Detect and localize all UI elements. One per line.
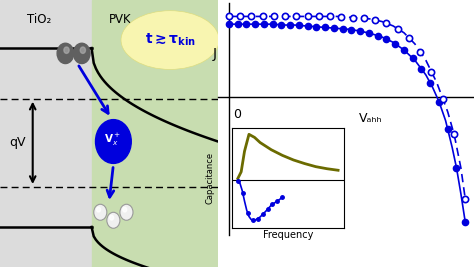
Text: qV: qV xyxy=(9,136,26,149)
Circle shape xyxy=(109,215,114,220)
Ellipse shape xyxy=(121,11,219,69)
Bar xyxy=(0,0,91,267)
Text: TiO₂: TiO₂ xyxy=(27,13,51,26)
Circle shape xyxy=(95,120,131,163)
X-axis label: Frequency: Frequency xyxy=(263,230,313,240)
Text: V$^+_x$: V$^+_x$ xyxy=(104,132,121,148)
Text: Vₐₕₕ: Vₐₕₕ xyxy=(359,112,383,125)
Text: $\mathbf{t \gtrsim \tau_{kin}}$: $\mathbf{t \gtrsim \tau_{kin}}$ xyxy=(145,32,195,48)
Circle shape xyxy=(97,207,100,212)
Text: 0: 0 xyxy=(233,108,241,121)
Circle shape xyxy=(57,43,73,64)
Text: J: J xyxy=(213,47,217,61)
Circle shape xyxy=(107,212,120,228)
Text: PVK: PVK xyxy=(109,13,131,26)
Bar xyxy=(91,0,218,267)
Circle shape xyxy=(64,47,69,53)
Circle shape xyxy=(123,207,127,212)
Circle shape xyxy=(73,43,90,64)
Circle shape xyxy=(120,204,133,220)
Circle shape xyxy=(94,204,107,220)
Circle shape xyxy=(80,47,85,53)
Text: Capacitance: Capacitance xyxy=(206,152,214,204)
